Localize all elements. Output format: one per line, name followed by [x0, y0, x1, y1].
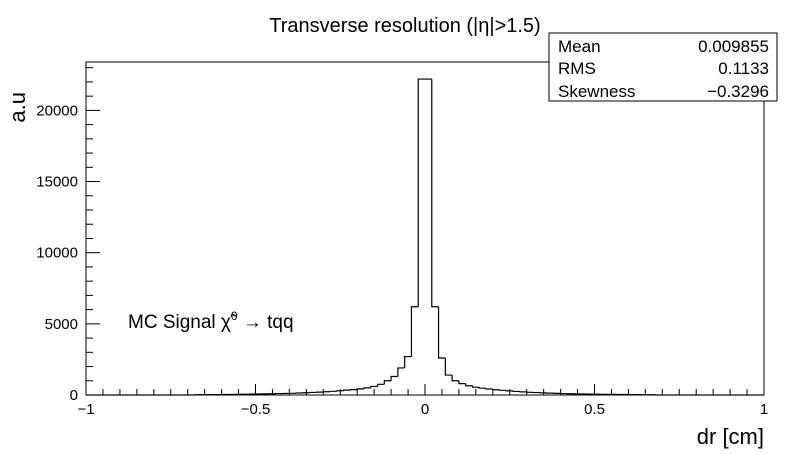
- x-tick-label: 0.5: [584, 401, 605, 418]
- histogram-bin: [485, 388, 493, 390]
- histogram-bin: [471, 385, 480, 388]
- stats-rms-label: RMS: [558, 59, 596, 78]
- signal-annotation: MC Signal χ̃0 → tqq: [128, 309, 294, 333]
- x-tick-label: 0: [421, 401, 429, 418]
- stats-box: Mean 0.009855 RMS 0.1133 Skewness −0.329…: [548, 32, 778, 102]
- histogram-bin: [492, 389, 500, 391]
- annotation-suffix: → tqq: [238, 312, 294, 333]
- y-tick-label: 15000: [36, 174, 78, 191]
- stats-mean-value: 0.009855: [698, 37, 769, 56]
- stats-box-frame: [548, 32, 778, 102]
- x-axis: −1 −0.5 0 0.5 1: [77, 384, 768, 418]
- stats-rms-value: 0.1133: [718, 59, 769, 78]
- y-axis-label: a.u: [5, 92, 30, 123]
- histogram-bin: [356, 388, 364, 390]
- y-tick-label: 5000: [45, 316, 78, 333]
- histogram-bin: [349, 388, 358, 391]
- histogram-bin: [336, 390, 344, 392]
- stats-skewness-value: −0.3296: [707, 82, 769, 101]
- y-axis: 0 5000 10000 15000 20000: [36, 67, 100, 404]
- histogram-bin: [383, 380, 392, 385]
- histogram-bin: [404, 355, 412, 368]
- histogram-bin: [410, 306, 419, 357]
- histogram-bin: [444, 358, 453, 376]
- histogram-bin: [397, 367, 405, 377]
- annotation-text: MC Signal χ̃: [128, 312, 238, 333]
- y-tick-label: 10000: [36, 245, 78, 262]
- histogram-bin: [498, 389, 507, 391]
- histogram-bin: [451, 375, 459, 382]
- stats-skewness-label: Skewness: [558, 82, 635, 101]
- histogram-bin: [478, 387, 487, 389]
- histogram-bin: [465, 383, 473, 387]
- annotation-superscript: 0: [231, 309, 238, 323]
- histogram-bins: [86, 78, 764, 396]
- histogram-bin: [512, 390, 520, 393]
- plot-frame: [85, 61, 765, 396]
- x-axis-label: dr [cm]: [697, 424, 764, 449]
- histogram-bin: [376, 383, 385, 387]
- chart-title: Transverse resolution (|η|>1.5): [269, 15, 540, 37]
- histogram-bin: [458, 380, 466, 385]
- histogram-bin: [363, 387, 371, 389]
- histogram-bin: [431, 79, 439, 308]
- histogram-bin: [417, 78, 425, 307]
- histogram-bin: [343, 389, 351, 391]
- histogram-bin: [390, 375, 398, 381]
- histogram-bin: [505, 390, 514, 392]
- stats-mean-label: Mean: [558, 37, 601, 56]
- x-tick-label: −0.5: [241, 401, 271, 418]
- x-tick-label: −1: [77, 401, 94, 418]
- y-tick-label: 20000: [36, 102, 78, 119]
- y-tick-label: 0: [70, 387, 78, 404]
- histogram-bin: [437, 306, 446, 359]
- x-tick-label: 1: [760, 401, 768, 418]
- histogram-bin: [370, 385, 378, 388]
